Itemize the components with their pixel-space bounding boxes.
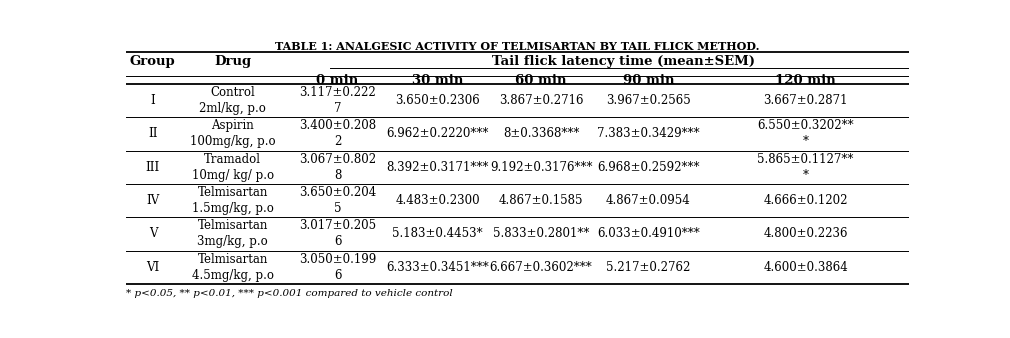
Text: TABLE 1: ANALGESIC ACTIVITY OF TELMISARTAN BY TAIL FLICK METHOD.: TABLE 1: ANALGESIC ACTIVITY OF TELMISART… — [276, 41, 760, 52]
Text: 4.483±0.2300: 4.483±0.2300 — [396, 194, 480, 207]
Text: Telmisartan
3mg/kg, p.o: Telmisartan 3mg/kg, p.o — [197, 219, 268, 248]
Text: 5.183±0.4453*: 5.183±0.4453* — [393, 227, 483, 240]
Text: 3.017±0.205
6: 3.017±0.205 6 — [299, 219, 376, 248]
Text: 6.968±0.2592***: 6.968±0.2592*** — [597, 161, 700, 174]
Text: I: I — [150, 94, 156, 107]
Text: 7.383±0.3429***: 7.383±0.3429*** — [597, 127, 700, 141]
Text: 3.117±0.222
7: 3.117±0.222 7 — [299, 86, 376, 115]
Text: IV: IV — [146, 194, 160, 207]
Text: Aspirin
100mg/kg, p.o: Aspirin 100mg/kg, p.o — [190, 120, 276, 148]
Text: V: V — [148, 227, 158, 240]
Text: 4.867±0.0954: 4.867±0.0954 — [606, 194, 691, 207]
Text: 6.667±0.3602***: 6.667±0.3602*** — [490, 261, 593, 274]
Text: Control
2ml/kg, p.o: Control 2ml/kg, p.o — [199, 86, 267, 115]
Text: 5.833±0.2801**: 5.833±0.2801** — [493, 227, 589, 240]
Text: 120 min: 120 min — [776, 74, 836, 87]
Text: 60 min: 60 min — [515, 74, 567, 87]
Text: 3.400±0.208
2: 3.400±0.208 2 — [299, 120, 376, 148]
Text: 4.666±0.1202: 4.666±0.1202 — [764, 194, 848, 207]
Text: III: III — [145, 161, 160, 174]
Text: 4.800±0.2236: 4.800±0.2236 — [764, 227, 848, 240]
Text: 4.867±0.1585: 4.867±0.1585 — [499, 194, 584, 207]
Text: 90 min: 90 min — [622, 74, 674, 87]
Text: 3.867±0.2716: 3.867±0.2716 — [499, 94, 584, 107]
Text: 8±0.3368***: 8±0.3368*** — [503, 127, 580, 141]
Text: 6.033±0.4910***: 6.033±0.4910*** — [597, 227, 700, 240]
Text: 4.600±0.3864: 4.600±0.3864 — [764, 261, 848, 274]
Text: 8.392±0.3171***: 8.392±0.3171*** — [387, 161, 489, 174]
Text: Group: Group — [130, 55, 176, 68]
Text: Drug: Drug — [214, 55, 251, 68]
Text: 3.650±0.204
5: 3.650±0.204 5 — [299, 186, 376, 215]
Text: 9.192±0.3176***: 9.192±0.3176*** — [490, 161, 592, 174]
Text: 3.967±0.2565: 3.967±0.2565 — [606, 94, 691, 107]
Text: 3.067±0.802
8: 3.067±0.802 8 — [299, 153, 376, 182]
Text: 3.050±0.199
6: 3.050±0.199 6 — [299, 253, 376, 282]
Text: 3.650±0.2306: 3.650±0.2306 — [395, 94, 480, 107]
Text: II: II — [148, 127, 158, 141]
Text: * p<0.05, ** p<0.01, *** p<0.001 compared to vehicle control: * p<0.05, ** p<0.01, *** p<0.001 compare… — [126, 289, 453, 297]
Text: Tramadol
10mg/ kg/ p.o: Tramadol 10mg/ kg/ p.o — [192, 153, 274, 182]
Text: VI: VI — [146, 261, 160, 274]
Text: 5.865±0.1127**
*: 5.865±0.1127** * — [758, 153, 853, 182]
Text: Telmisartan
1.5mg/kg, p.o: Telmisartan 1.5mg/kg, p.o — [192, 186, 274, 215]
Text: Telmisartan
4.5mg/kg, p.o: Telmisartan 4.5mg/kg, p.o — [192, 253, 274, 282]
Text: 6.550±0.3202**
*: 6.550±0.3202** * — [758, 120, 854, 148]
Text: 30 min: 30 min — [412, 74, 464, 87]
Text: 6.962±0.2220***: 6.962±0.2220*** — [387, 127, 489, 141]
Text: Tail flick latency time (mean±SEM): Tail flick latency time (mean±SEM) — [492, 55, 754, 68]
Text: 5.217±0.2762: 5.217±0.2762 — [606, 261, 691, 274]
Text: 3.667±0.2871: 3.667±0.2871 — [764, 94, 848, 107]
Text: 6.333±0.3451***: 6.333±0.3451*** — [387, 261, 489, 274]
Text: 0 min: 0 min — [316, 74, 359, 87]
